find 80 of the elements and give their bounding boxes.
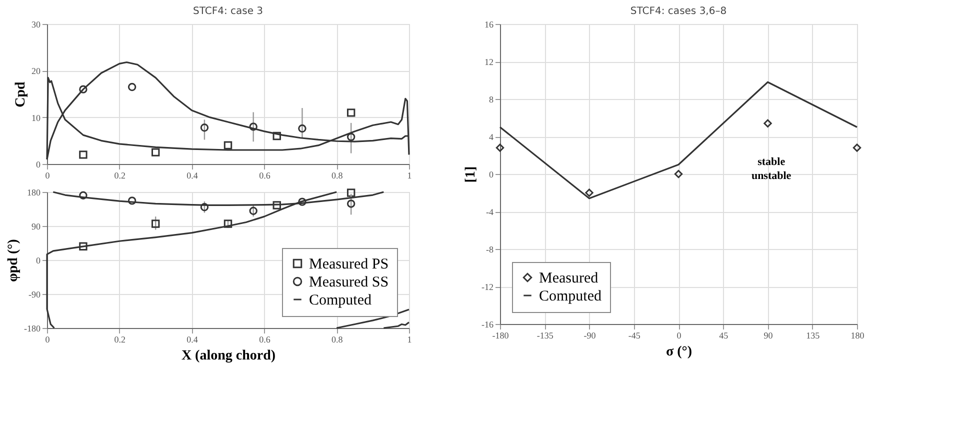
- x-tick-label: 1: [407, 170, 412, 180]
- x-tick-label: 0.8: [331, 170, 344, 180]
- x-tick-label: 90: [764, 330, 774, 340]
- x-axis-title: σ (°): [666, 344, 692, 360]
- y-tick-label: -180: [24, 324, 41, 334]
- point: [79, 191, 88, 200]
- legend-label: Computed: [539, 288, 602, 304]
- point: [585, 188, 594, 197]
- x-tick-label: 0: [45, 170, 50, 180]
- x-tick-label: 0.8: [331, 334, 344, 344]
- point: [200, 203, 209, 212]
- x-tick-label: 135: [806, 330, 820, 340]
- point: [674, 170, 683, 178]
- y-tick-label: 8: [489, 94, 494, 104]
- y-tick-label: 12: [484, 57, 494, 67]
- x-tick-label: 0: [45, 334, 50, 344]
- legend-label: Measured SS: [309, 274, 389, 290]
- point: [79, 85, 88, 94]
- point: [79, 150, 88, 159]
- y-axis-title: φpd (°): [6, 238, 22, 282]
- x-tick-label: -135: [536, 330, 554, 340]
- x-tick-label: 0.4: [186, 334, 198, 344]
- y-tick-label: -8: [486, 244, 494, 254]
- legend-label: Computed: [309, 292, 372, 308]
- point: [151, 148, 160, 156]
- y-tick-label: -12: [482, 282, 494, 292]
- line-series: [499, 81, 858, 200]
- y-tick-label: 0: [36, 160, 41, 170]
- line-series: [336, 308, 410, 329]
- y-tick-label: 4: [489, 132, 494, 142]
- point: [346, 188, 356, 197]
- annotation: stable: [758, 156, 786, 168]
- legend-label: Measured: [539, 270, 599, 286]
- point: [79, 242, 88, 251]
- x-tick-label: -45: [628, 330, 641, 340]
- y-axis-title: [1]: [464, 166, 479, 183]
- point: [224, 220, 232, 228]
- x-tick-label: 0.2: [114, 334, 126, 344]
- point: [249, 122, 258, 131]
- x-tick-label: 0: [676, 330, 682, 340]
- annotation: unstable: [751, 170, 792, 182]
- y-tick-label: 16: [484, 20, 494, 30]
- point: [346, 108, 356, 117]
- x-tick-label: 45: [719, 330, 729, 340]
- point: [346, 132, 356, 142]
- y-axis-title: Cpd: [14, 81, 28, 108]
- point: [128, 82, 136, 92]
- legend-label: Measured PS: [309, 256, 389, 272]
- point: [852, 144, 862, 152]
- y-tick-label: 180: [27, 188, 41, 198]
- x-tick-label: 180: [850, 330, 865, 340]
- point: [224, 141, 232, 150]
- x-tick-label: 0.2: [114, 170, 126, 180]
- point: [764, 119, 772, 128]
- point: [128, 196, 136, 205]
- y-tick-label: 10: [32, 112, 41, 123]
- x-tick-label: -90: [584, 330, 596, 340]
- chart-title: STCF4: case 3: [192, 6, 264, 17]
- point: [200, 124, 209, 132]
- point: [298, 198, 306, 206]
- y-tick-label: 30: [32, 20, 41, 30]
- point: [298, 124, 306, 133]
- y-tick-label: -4: [486, 207, 494, 217]
- y-tick-label: 20: [32, 66, 41, 76]
- point: [249, 206, 258, 215]
- point: [496, 144, 504, 152]
- x-tick-label: 0.4: [186, 170, 198, 180]
- chart-title: STCF4: cases 3,6–8: [630, 6, 727, 17]
- x-tick-label: 0.6: [259, 334, 271, 344]
- x-axis-title: X (along chord): [181, 348, 276, 364]
- x-tick-label: 0.6: [259, 170, 271, 180]
- y-tick-label: -16: [482, 320, 494, 330]
- point: [346, 200, 356, 208]
- y-tick-label: -90: [28, 290, 41, 300]
- point: [272, 201, 281, 210]
- y-tick-label: 90: [32, 222, 41, 232]
- point: [272, 132, 281, 140]
- x-tick-label: 1: [407, 334, 412, 344]
- y-tick-label: 0: [36, 256, 41, 266]
- point: [151, 220, 160, 228]
